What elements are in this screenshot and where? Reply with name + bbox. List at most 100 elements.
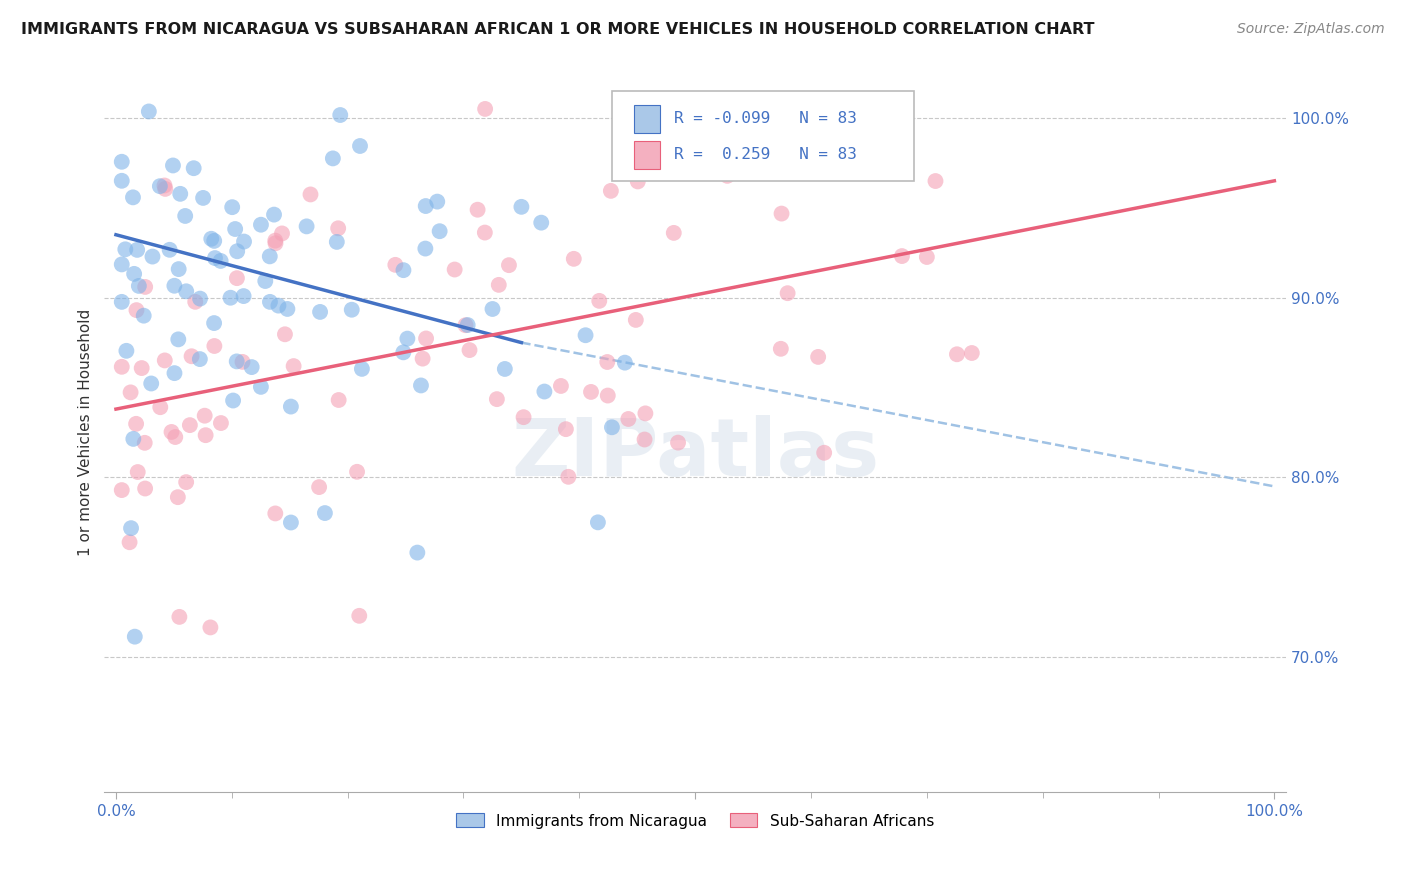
Point <box>554 422 576 436</box>
Point <box>149 179 172 194</box>
Point <box>488 277 510 292</box>
Point <box>155 182 177 196</box>
Point <box>550 379 572 393</box>
Point <box>226 271 249 285</box>
Point <box>124 630 146 644</box>
Point <box>221 200 243 214</box>
Point <box>194 428 217 442</box>
Point <box>329 108 352 122</box>
Text: ZIPatlas: ZIPatlas <box>510 415 879 493</box>
Point <box>586 516 609 530</box>
Point <box>309 305 332 319</box>
Point <box>122 432 145 446</box>
Point <box>153 353 176 368</box>
Point <box>588 293 610 308</box>
Point <box>384 258 406 272</box>
Point <box>263 208 285 222</box>
Point <box>409 378 432 392</box>
Point <box>494 362 516 376</box>
Point <box>134 280 156 294</box>
Point <box>276 301 298 316</box>
Point <box>219 291 242 305</box>
Point <box>579 384 602 399</box>
Point <box>617 412 640 426</box>
Point <box>160 425 183 439</box>
Point <box>169 186 191 201</box>
Point <box>163 278 186 293</box>
Point <box>557 470 579 484</box>
Point <box>174 475 197 490</box>
Point <box>225 354 247 368</box>
Point <box>128 279 150 293</box>
Point <box>271 227 294 241</box>
Point <box>118 535 141 549</box>
Point <box>191 191 214 205</box>
Point <box>267 299 290 313</box>
Point <box>167 262 190 277</box>
Point <box>163 366 186 380</box>
Point <box>166 490 188 504</box>
Point <box>264 236 287 251</box>
Point <box>510 200 533 214</box>
Point <box>125 417 148 431</box>
Text: R = -0.099   N = 83: R = -0.099 N = 83 <box>673 112 856 127</box>
Point <box>200 232 222 246</box>
Point <box>406 545 429 559</box>
Point <box>254 274 277 288</box>
Point <box>627 174 650 188</box>
Point <box>174 285 197 299</box>
Point <box>231 355 253 369</box>
Point <box>149 401 172 415</box>
Point <box>346 465 368 479</box>
Point <box>184 294 207 309</box>
Point <box>716 169 738 183</box>
Point <box>474 102 496 116</box>
Point <box>127 465 149 479</box>
Point <box>222 393 245 408</box>
Point <box>574 328 596 343</box>
Point <box>314 506 336 520</box>
Point <box>122 267 145 281</box>
Point <box>533 384 555 399</box>
Point <box>259 294 281 309</box>
Point <box>202 234 225 248</box>
Point <box>226 244 249 259</box>
Point <box>111 174 134 188</box>
Point <box>111 154 134 169</box>
Point <box>770 206 793 220</box>
Point <box>259 249 281 263</box>
Point <box>209 416 232 430</box>
Point <box>250 218 273 232</box>
Point <box>188 352 211 367</box>
Point <box>415 199 437 213</box>
Point <box>349 139 371 153</box>
Point <box>776 286 799 301</box>
Point <box>111 294 134 309</box>
Point <box>295 219 318 234</box>
Point <box>132 309 155 323</box>
Point <box>111 359 134 374</box>
Point <box>458 343 481 357</box>
Point <box>308 480 330 494</box>
Point <box>162 159 184 173</box>
Y-axis label: 1 or more Vehicles in Household: 1 or more Vehicles in Household <box>79 309 93 556</box>
Point <box>299 187 322 202</box>
Point <box>224 222 246 236</box>
Point <box>188 292 211 306</box>
Point <box>813 446 835 460</box>
Point <box>349 608 371 623</box>
Point <box>131 361 153 376</box>
Point <box>924 174 946 188</box>
Point <box>233 235 256 249</box>
Point <box>174 209 197 223</box>
Point <box>134 482 156 496</box>
Point <box>232 289 254 303</box>
Point <box>280 400 302 414</box>
Point <box>915 250 938 264</box>
Point <box>340 302 363 317</box>
Point <box>392 345 415 359</box>
Point <box>240 360 263 375</box>
Point <box>467 202 489 217</box>
Point <box>280 516 302 530</box>
Point <box>159 243 181 257</box>
